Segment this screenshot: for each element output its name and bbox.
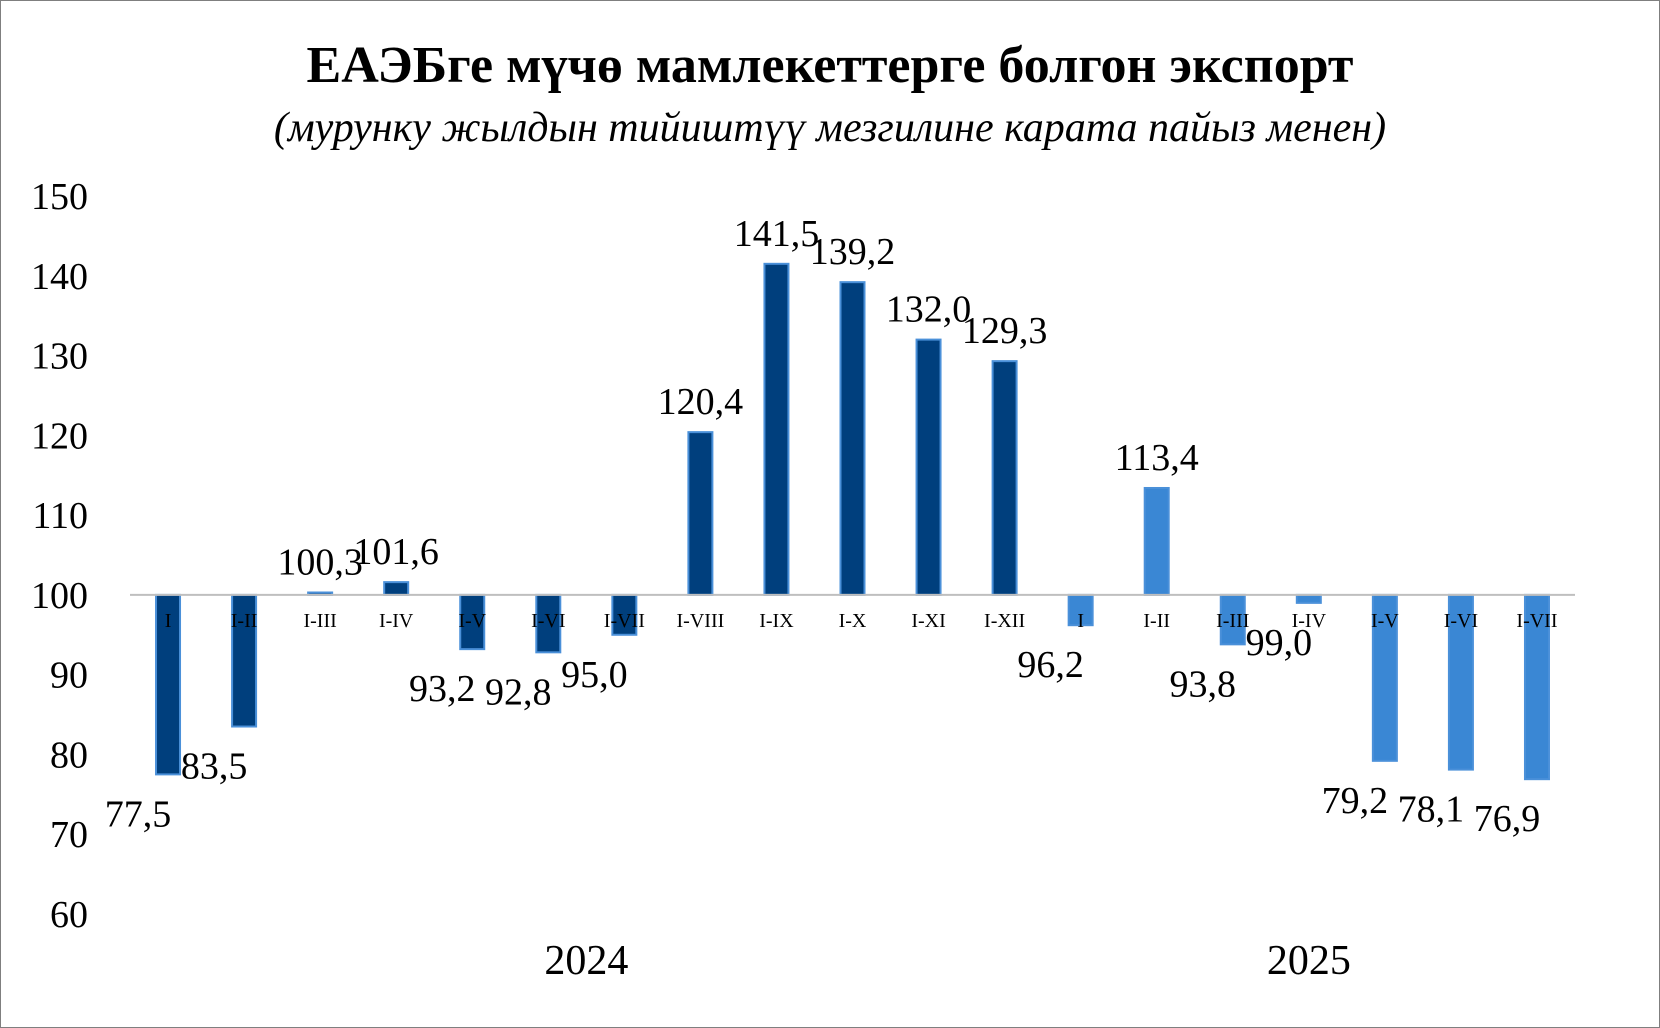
data-label: 79,2: [1322, 780, 1389, 822]
y-tick-label: 80: [50, 734, 88, 776]
y-tick-label: 110: [32, 495, 88, 537]
bar: [1523, 593, 1550, 781]
category-label: I-IV: [379, 610, 414, 632]
bar: [535, 593, 562, 654]
bar: [1143, 486, 1170, 596]
bar: [991, 360, 1018, 596]
bar: [1295, 593, 1322, 604]
bar: [1067, 593, 1094, 627]
bar: [763, 262, 790, 596]
bar: [839, 281, 866, 596]
y-tick-label: 140: [31, 256, 88, 298]
data-label: 96,2: [1017, 644, 1084, 686]
category-label: I: [165, 610, 172, 632]
data-label: 139,2: [810, 231, 896, 273]
category-label: I-XI: [911, 610, 945, 632]
category-label: I-III: [1216, 610, 1249, 632]
data-label: 141,5: [734, 213, 820, 255]
category-label: I-II: [231, 610, 258, 632]
category-label: I-V: [458, 610, 486, 632]
y-tick-label: 60: [50, 894, 88, 936]
category-label: I: [1077, 610, 1084, 632]
data-label: 93,8: [1170, 663, 1237, 705]
category-label: I-VII: [1516, 610, 1557, 632]
category-label: I-VIII: [677, 610, 725, 632]
data-label: 129,3: [962, 310, 1048, 352]
bar: [1371, 593, 1398, 762]
bar: [231, 593, 258, 728]
bar: [1447, 593, 1474, 771]
category-label: I-IX: [759, 610, 794, 632]
chart-subtitle: (мурунку жылдын тийиштүү мезгилине карат…: [273, 105, 1387, 151]
y-tick-label: 70: [50, 814, 88, 856]
y-tick-label: 100: [31, 575, 88, 617]
y-tick-label: 90: [50, 655, 88, 697]
bars: [155, 262, 1550, 781]
data-label: 99,0: [1246, 622, 1313, 664]
category-label: I-III: [303, 610, 336, 632]
data-label: 93,2: [409, 668, 476, 710]
y-tick-label: 120: [31, 415, 88, 457]
category-label: I-XII: [984, 610, 1025, 632]
data-label: 83,5: [181, 746, 248, 788]
data-label: 76,9: [1474, 798, 1541, 840]
y-axis: 60 70 80 90 100 110 120 130 140 150: [31, 176, 88, 936]
chart-title: ЕАЭБге мүчө мамлекеттерге болгон экспорт: [306, 37, 1354, 94]
category-label: I-II: [1143, 610, 1170, 632]
y-tick-label: 150: [31, 176, 88, 218]
category-label: I-VI: [531, 610, 565, 632]
data-label: 95,0: [561, 654, 628, 696]
year-labels: 2024 2025: [544, 938, 1351, 984]
category-label: I-V: [1371, 610, 1399, 632]
data-label: 113,4: [1115, 437, 1199, 479]
data-label: 132,0: [886, 289, 972, 331]
data-label: 78,1: [1398, 789, 1465, 831]
category-label: I-X: [839, 610, 867, 632]
data-label: 101,6: [353, 531, 439, 573]
category-label: I-VI: [1444, 610, 1478, 632]
data-label: 120,4: [658, 381, 744, 423]
data-label: 77,5: [105, 793, 172, 835]
y-tick-label: 130: [31, 336, 88, 378]
bar: [383, 581, 410, 596]
data-label: 100,3: [277, 541, 363, 583]
year-label: 2024: [544, 938, 628, 984]
year-label: 2025: [1267, 938, 1351, 984]
category-label: I-IV: [1292, 610, 1327, 632]
category-label: I-VII: [604, 610, 645, 632]
bar: [687, 431, 714, 596]
data-labels: I77,5I-II83,5I-III100,3I-IV101,6I-V93,2I…: [105, 213, 1558, 840]
bar: [915, 338, 942, 596]
data-label: 92,8: [485, 671, 552, 713]
